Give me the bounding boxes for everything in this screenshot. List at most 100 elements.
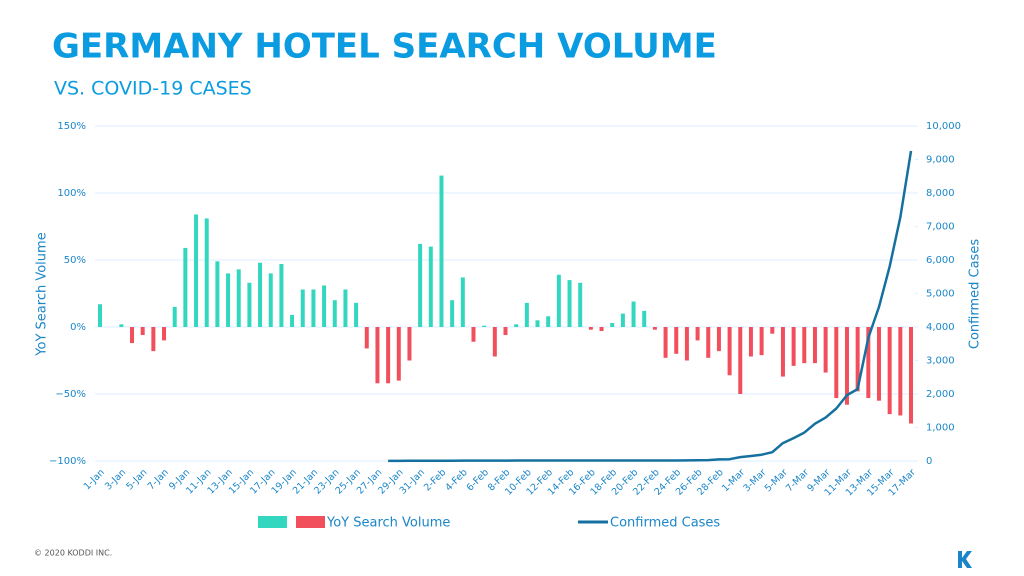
bar xyxy=(695,327,700,341)
bar xyxy=(290,314,295,327)
bar xyxy=(652,327,657,330)
bar xyxy=(439,175,444,327)
bar xyxy=(151,327,156,352)
chart-subtitle: VS. COVID-19 CASES xyxy=(54,78,252,100)
bar xyxy=(460,277,465,327)
x-tick-label: 6-Feb xyxy=(465,467,491,493)
y2-tick-label: 3,000 xyxy=(926,356,955,367)
bar xyxy=(642,310,647,327)
bar xyxy=(215,261,220,327)
bar xyxy=(578,282,583,327)
bar xyxy=(503,327,508,336)
bar xyxy=(844,327,849,405)
bar xyxy=(791,327,796,366)
bar xyxy=(887,327,892,415)
x-tick-label: 5-Jan xyxy=(124,467,149,492)
y2-axis-title: Confirmed Cases xyxy=(968,239,983,349)
bar xyxy=(396,327,401,381)
y2-tick-label: 7,000 xyxy=(926,222,955,233)
y2-tick-label: 1,000 xyxy=(926,423,955,434)
bar xyxy=(194,214,199,327)
bar xyxy=(258,262,263,327)
bar xyxy=(332,300,337,327)
bar xyxy=(450,300,455,327)
line xyxy=(388,150,913,463)
bar xyxy=(588,327,593,330)
legend-swatch xyxy=(258,516,287,528)
y2-tick-label: 5,000 xyxy=(926,289,955,300)
y2-tick-label: 0 xyxy=(926,456,932,467)
x-tick-label: 2-Feb xyxy=(422,467,448,493)
bar xyxy=(343,289,348,327)
bar xyxy=(162,327,167,341)
y2-tick-label: 10,000 xyxy=(926,121,961,132)
legend-label: YoY Search Volume xyxy=(326,516,450,531)
bar xyxy=(620,313,625,327)
bar xyxy=(909,327,913,424)
y-tick-label: −50% xyxy=(55,389,86,400)
bar xyxy=(738,327,743,394)
bar xyxy=(599,327,604,332)
y2-tick-label: 6,000 xyxy=(926,255,955,266)
bar xyxy=(300,289,305,327)
bar xyxy=(140,327,145,336)
x-tick-label: 7-Mar xyxy=(784,467,811,494)
bar xyxy=(482,325,487,327)
bar xyxy=(418,243,423,327)
bar xyxy=(311,289,316,327)
bar xyxy=(674,327,679,354)
y-tick-label: 150% xyxy=(57,121,86,132)
bar xyxy=(898,327,903,416)
bar xyxy=(631,301,636,327)
bar xyxy=(610,322,615,327)
bar xyxy=(247,282,252,327)
bar xyxy=(663,327,668,358)
y-tick-label: −100% xyxy=(49,456,86,467)
logo xyxy=(958,551,972,568)
bar xyxy=(706,327,711,358)
bar xyxy=(98,304,102,327)
bar xyxy=(834,327,839,399)
bar xyxy=(802,327,807,364)
bar xyxy=(204,218,209,327)
bar xyxy=(535,320,540,327)
bar xyxy=(183,247,188,327)
bar xyxy=(866,327,871,399)
bar xyxy=(727,327,732,376)
y-tick-label: 50% xyxy=(64,255,86,266)
x-tick-label: 7-Jan xyxy=(146,467,171,492)
x-tick-label: 3-Jan xyxy=(103,467,128,492)
bar xyxy=(428,246,433,327)
footer: © 2020 KODDI INC. xyxy=(34,549,112,558)
bar xyxy=(268,273,273,327)
bar xyxy=(770,327,775,334)
bar xyxy=(567,280,572,327)
bar xyxy=(684,327,689,361)
bar xyxy=(876,327,881,401)
bar xyxy=(716,327,721,352)
bar xyxy=(780,327,785,377)
bar xyxy=(514,324,519,327)
x-tick-label: 4-Feb xyxy=(443,467,469,493)
bar xyxy=(855,327,860,392)
y2-tick-label: 9,000 xyxy=(926,155,955,166)
x-tick-label: 5-Mar xyxy=(763,467,790,494)
bar xyxy=(226,273,231,327)
bar xyxy=(823,327,828,373)
y2-tick-label: 4,000 xyxy=(926,322,955,333)
legend-swatch xyxy=(296,516,325,528)
bar xyxy=(236,269,241,327)
bar xyxy=(748,327,753,357)
bar xyxy=(364,327,369,349)
bar xyxy=(172,306,177,327)
bar xyxy=(471,327,476,342)
bar xyxy=(546,316,551,327)
bar xyxy=(354,302,359,327)
x-tick-label: 3-Mar xyxy=(741,467,768,494)
y2-tick-label: 8,000 xyxy=(926,188,955,199)
bar xyxy=(130,327,135,344)
y-tick-label: 0% xyxy=(70,322,86,333)
bar xyxy=(812,327,817,364)
bar xyxy=(279,264,284,327)
